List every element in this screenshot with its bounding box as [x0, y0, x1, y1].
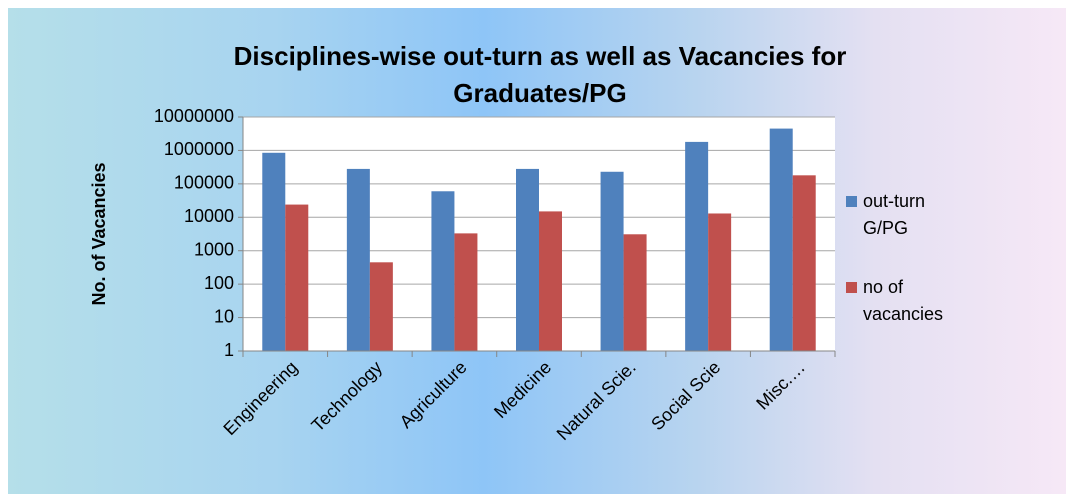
bar	[285, 204, 309, 351]
x-tick-label: Natural Scie.	[553, 357, 640, 444]
legend-label: no of vacancies	[863, 277, 944, 324]
bar	[431, 191, 455, 351]
x-tick-label: Medicine	[490, 357, 555, 422]
legend-item: out-turn G/PG	[846, 188, 1006, 242]
bar	[708, 213, 732, 351]
bar	[539, 211, 562, 351]
chart-title: Disciplines-wise out-turn as well as Vac…	[233, 41, 847, 108]
bar	[516, 168, 539, 351]
bar	[769, 128, 793, 351]
bar	[346, 168, 370, 351]
y-tick-label: 1000000	[164, 139, 234, 159]
x-tick-label: Engineering	[219, 357, 301, 439]
x-tick-label: Agriculture	[396, 357, 471, 432]
legend-item: no of vacancies	[846, 274, 1006, 328]
bar	[600, 171, 624, 351]
y-axis-label: No. of Vacancies	[89, 162, 109, 305]
y-tick-label: 100000	[174, 173, 234, 193]
bar	[623, 234, 647, 351]
bar	[792, 175, 816, 351]
bar	[454, 233, 478, 351]
y-tick-label: 10	[214, 306, 234, 326]
bar	[262, 152, 286, 351]
y-tick-label: 100	[204, 273, 234, 293]
x-tick-label: Technology	[308, 357, 387, 436]
legend-swatch	[846, 282, 857, 293]
x-tick-label: Misc.…	[752, 357, 809, 414]
y-tick-label: 1	[224, 340, 234, 360]
y-tick-label: 10000000	[154, 106, 234, 126]
x-tick-label: Social Scie	[647, 357, 724, 434]
legend-swatch	[846, 196, 857, 207]
legend-label: out-turn G/PG	[863, 191, 926, 238]
bar	[369, 262, 393, 351]
y-tick-label: 1000	[194, 239, 234, 259]
bar	[685, 141, 709, 351]
y-tick-label: 10000	[184, 206, 234, 226]
